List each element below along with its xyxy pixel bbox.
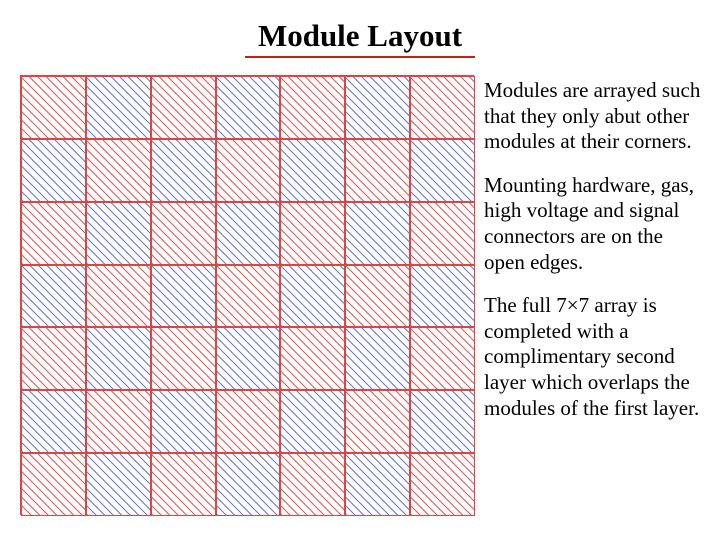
module-cell-b	[216, 202, 281, 265]
module-cell-b	[410, 265, 475, 328]
slide-title-underline	[245, 56, 475, 58]
module-cell-a	[86, 265, 151, 328]
module-cell-b	[216, 453, 281, 516]
module-cell-b	[280, 265, 345, 328]
module-cell-a	[86, 139, 151, 202]
module-cell-b	[345, 327, 410, 390]
module-cell-b	[86, 76, 151, 139]
description-paragraph: Mounting hardware, gas, high voltage and…	[484, 173, 704, 275]
module-cell-a	[280, 453, 345, 516]
module-cell-a	[345, 390, 410, 453]
module-cell-b	[280, 390, 345, 453]
module-cell-a	[280, 202, 345, 265]
slide-title-text: Module Layout	[258, 18, 462, 54]
module-cell-a	[151, 453, 216, 516]
description-paragraph: The full 7×7 array is completed with a c…	[484, 293, 704, 421]
module-cell-a	[151, 202, 216, 265]
module-cell-a	[151, 327, 216, 390]
module-cell-a	[410, 453, 475, 516]
module-cell-a	[280, 327, 345, 390]
module-cell-b	[345, 453, 410, 516]
module-cell-b	[21, 139, 86, 202]
module-cell-a	[410, 327, 475, 390]
module-cell-a	[21, 202, 86, 265]
module-layout-grid	[20, 75, 474, 515]
module-cell-a	[216, 265, 281, 328]
module-cell-b	[410, 139, 475, 202]
module-cell-b	[345, 76, 410, 139]
module-cell-b	[216, 76, 281, 139]
module-cell-a	[410, 202, 475, 265]
module-cell-b	[410, 390, 475, 453]
module-cell-b	[151, 390, 216, 453]
module-cell-a	[345, 139, 410, 202]
description-column: Modules are arrayed such that they only …	[484, 78, 704, 439]
module-cell-a	[280, 76, 345, 139]
module-cell-b	[86, 327, 151, 390]
module-cell-b	[21, 390, 86, 453]
module-cell-a	[21, 76, 86, 139]
module-cell-a	[345, 265, 410, 328]
module-cell-a	[21, 453, 86, 516]
slide-title: Module Layout	[0, 18, 720, 58]
module-cell-b	[151, 139, 216, 202]
module-cell-b	[280, 139, 345, 202]
module-cell-b	[86, 453, 151, 516]
module-cell-a	[21, 327, 86, 390]
module-cell-b	[345, 202, 410, 265]
module-cell-b	[151, 265, 216, 328]
module-cell-a	[86, 390, 151, 453]
module-cell-b	[21, 265, 86, 328]
module-cell-b	[216, 327, 281, 390]
module-cell-a	[151, 76, 216, 139]
module-cell-b	[86, 202, 151, 265]
module-cell-a	[216, 390, 281, 453]
module-cell-a	[410, 76, 475, 139]
module-cell-a	[216, 139, 281, 202]
description-paragraph: Modules are arrayed such that they only …	[484, 78, 704, 155]
